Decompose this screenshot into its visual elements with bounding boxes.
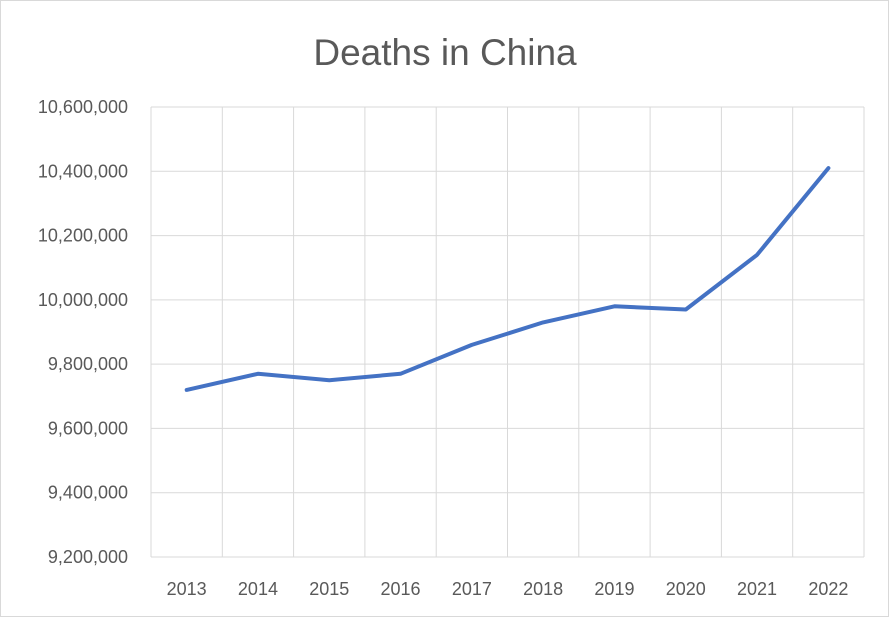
- x-tick-label: 2014: [238, 579, 278, 599]
- y-tick-label: 9,800,000: [48, 354, 128, 374]
- series-line: [184, 166, 831, 392]
- y-tick-label: 9,600,000: [48, 418, 128, 438]
- x-tick-label: 2020: [666, 579, 706, 599]
- x-tick-label: 2022: [808, 579, 848, 599]
- y-tick-label: 9,400,000: [48, 483, 128, 503]
- y-tick-label: 9,200,000: [48, 547, 128, 567]
- x-tick-label: 2018: [523, 579, 563, 599]
- x-tick-label: 2021: [737, 579, 777, 599]
- y-tick-label: 10,600,000: [38, 97, 128, 117]
- y-tick-label: 10,200,000: [38, 226, 128, 246]
- x-tick-label: 2017: [452, 579, 492, 599]
- y-tick-label: 10,400,000: [38, 161, 128, 181]
- x-tick-label: 2015: [309, 579, 349, 599]
- x-tick-label: 2016: [381, 579, 421, 599]
- series-layer: [184, 166, 831, 392]
- y-tick-label: 10,000,000: [38, 290, 128, 310]
- chart-title: Deaths in China: [313, 32, 577, 73]
- x-axis-tick-labels: 2013 2014 2015 2016 2017 2018 2019 2020 2021 2022: [167, 579, 849, 599]
- y-axis-tick-labels: 9,200,000 9,400,000 9,600,000 9,800,000 10,0…: [38, 97, 128, 567]
- x-tick-label: 2019: [594, 579, 634, 599]
- x-tick-label: 2013: [167, 579, 207, 599]
